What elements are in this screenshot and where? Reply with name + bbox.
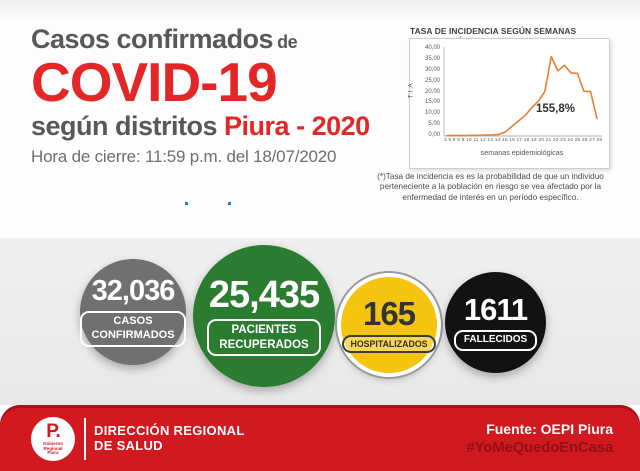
title-prefix-small: de [277, 32, 298, 52]
title-sub-red: Piura - 2020 [224, 111, 370, 141]
organization-name: DIRECCIÓN REGIONAL DE SALUD [94, 423, 245, 454]
y-tick-label: 20,00 [424, 88, 440, 95]
closing-time-text: Hora de cierre: 11:59 p.m. del 18/07/202… [31, 147, 337, 167]
stat-deceased: 1611 FALLECIDOS [445, 272, 546, 373]
y-tick-label: 15,00 [424, 99, 440, 106]
y-tick-label: 5,00 [428, 121, 440, 128]
org-name-line: DE SALUD [94, 438, 163, 454]
x-axis-label: semanas epidemiológicas [480, 148, 564, 157]
recovered-patients-label: PACIENTES RECUPERADOS [207, 319, 321, 356]
deceased-label: FALLECIDOS [453, 330, 538, 351]
logo-monogram: P. [46, 421, 60, 443]
y-tick-label: 25,00 [424, 77, 440, 84]
blue-dot [228, 202, 231, 205]
y-tick-label: 35,00 [424, 55, 440, 62]
title-block: Casos confirmados de COVID-19 según distr… [31, 26, 401, 167]
regional-government-logo: P. Gobierno Regional Piura [31, 417, 75, 461]
incidence-footnote: (*)Tasa de incidencia es es la probabili… [377, 172, 604, 202]
confirmed-cases-label: CASOS CONFIRMADOS [80, 311, 186, 347]
title-sub-gray: según distritos [31, 111, 218, 141]
incidence-line-series [446, 55, 598, 137]
title-prefix: Casos confirmados [31, 24, 274, 54]
y-tick-label: 0,00 [428, 132, 440, 138]
stat-confirmed-cases: 32,036 CASOS CONFIRMADOS [80, 259, 186, 365]
label-line: HOSPITALIZADOS [350, 338, 428, 349]
label-line: RECUPERADOS [219, 338, 309, 351]
deceased-value: 1611 [463, 292, 528, 328]
chart-annotation: 155,8% [536, 103, 576, 115]
hospitalized-label: HOSPITALIZADOS [342, 334, 436, 354]
hospitalized-value: 165 [362, 294, 416, 332]
label-line: PACIENTES [231, 324, 297, 337]
y-tick-label: 30,00 [424, 66, 440, 73]
blue-dot [185, 202, 188, 205]
recovered-patients-value: 25,435 [208, 274, 320, 317]
confirmed-cases-value: 32,036 [91, 275, 176, 308]
stat-hospitalized: 165 HOSPITALIZADOS [341, 277, 437, 373]
footer-right-block: Fuente: OEPI Piura #YoMeQuedoEnCasa [466, 420, 613, 458]
y-tick-label: 40,00 [424, 45, 440, 51]
label-line: FALLECIDOS [463, 334, 528, 346]
hashtag-text: #YoMeQuedoEnCasa [466, 439, 613, 457]
footer-divider [84, 418, 86, 460]
source-text: Fuente: OEPI Piura [486, 421, 613, 437]
label-line: CONFIRMADOS [91, 329, 175, 341]
title-line-3: según distritos Piura - 2020 [31, 112, 401, 140]
footer-bar: P. Gobierno Regional Piura DIRECCIÓN REG… [0, 405, 640, 471]
title-line-1: Casos confirmados de [31, 26, 401, 53]
stat-recovered-patients: 25,435 PACIENTES RECUPERADOS [193, 245, 335, 387]
org-name-line: DIRECCIÓN REGIONAL [94, 423, 245, 438]
incidence-line-chart: T.I.A 0,00 5,00 10,00 15,00 20,00 25,00 30,00 3… [407, 38, 610, 169]
page-title: COVID-19 [31, 51, 278, 113]
chart-plot-svg [443, 47, 602, 137]
logo-subtext: Gobierno Regional Piura [43, 441, 63, 456]
top-section: Casos confirmados de COVID-19 según distr… [0, 0, 640, 238]
y-tick-label: 10,00 [424, 110, 440, 117]
x-axis-ticks: 3 5 6 8 9 10 11 12 13 14 15 16 17 18 19 … [444, 138, 603, 143]
label-line: CASOS [113, 315, 153, 328]
